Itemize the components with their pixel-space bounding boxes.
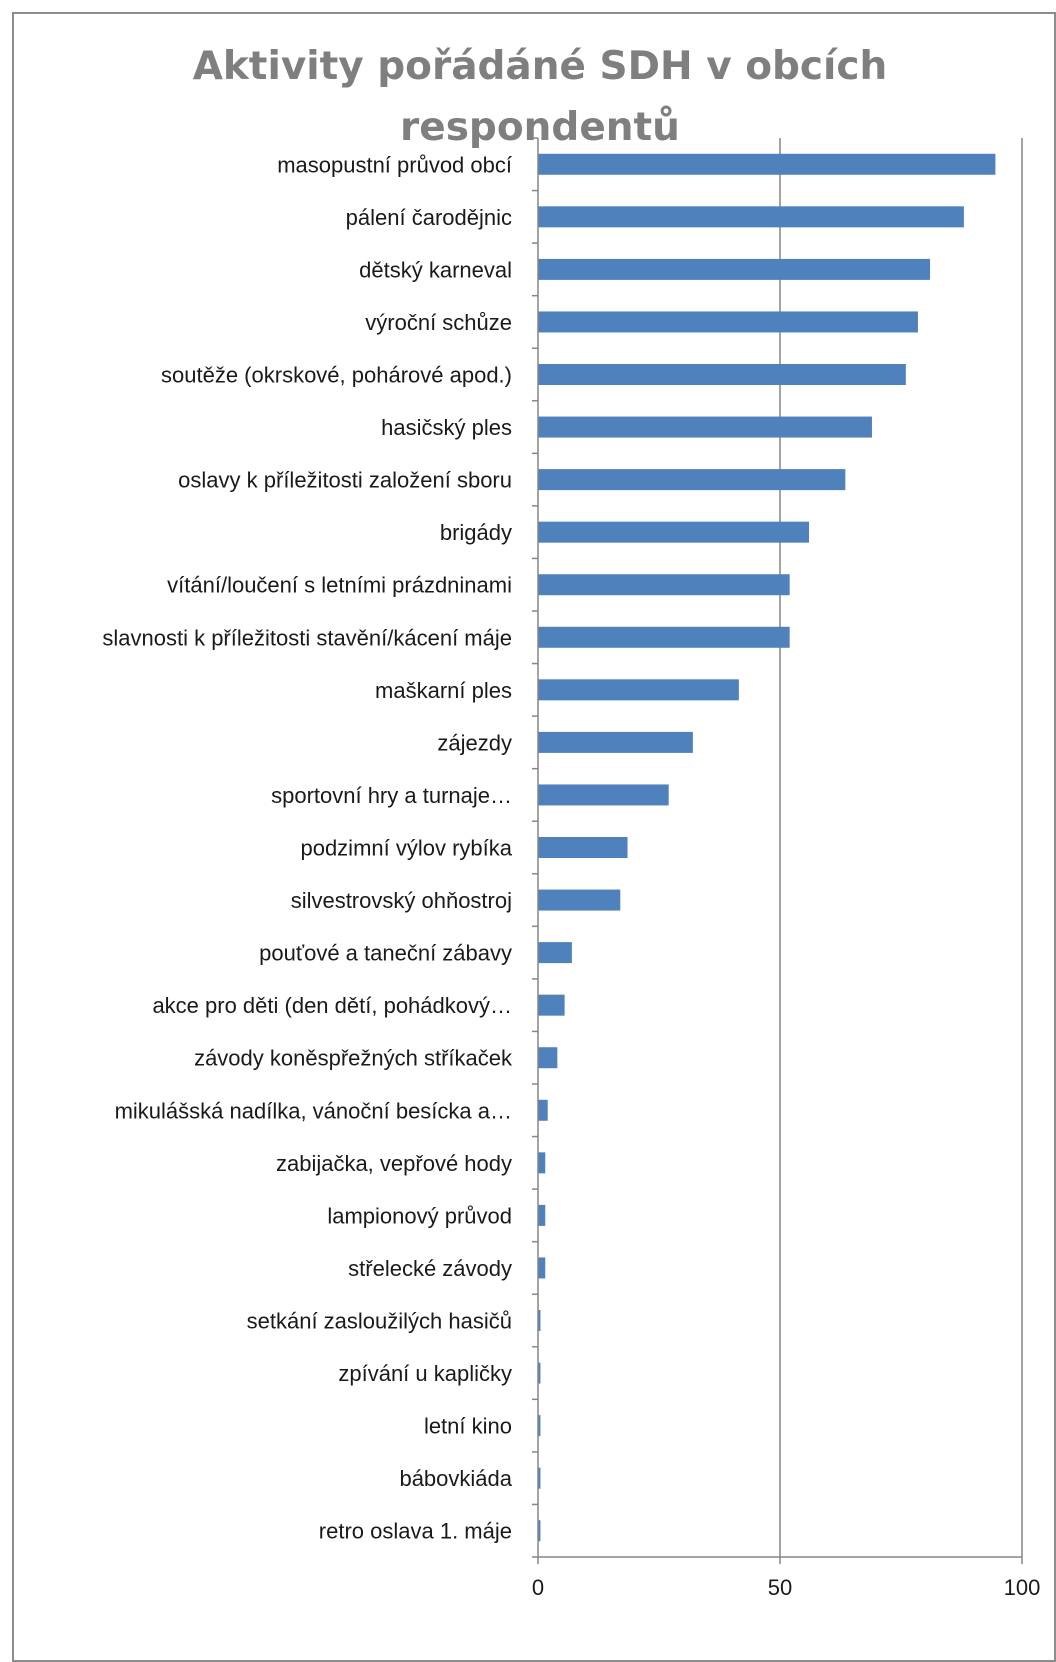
bar-12	[538, 784, 669, 806]
bar-25	[538, 1467, 541, 1489]
category-label-24: letní kino	[424, 1414, 512, 1439]
x-tick-label-50: 50	[768, 1575, 792, 1600]
chart-title: Aktivity pořádáné SDH v obcích responden…	[192, 44, 888, 150]
category-label-21: střelecké závody	[348, 1256, 512, 1281]
category-label-18: mikulášská nadílka, vánoční besícka a…	[115, 1098, 512, 1123]
bar-8	[538, 574, 790, 596]
category-label-19: zabijačka, vepřové hody	[276, 1151, 512, 1176]
bar-5	[538, 416, 872, 438]
category-label-6: oslavy k příležitosti založení sboru	[178, 468, 512, 493]
category-label-3: výroční schůze	[365, 310, 512, 335]
bar-17	[538, 1047, 558, 1069]
bar-24	[538, 1415, 541, 1437]
bar-14	[538, 889, 621, 911]
category-label-8: vítání/loučení s letními prázdninami	[167, 573, 512, 598]
category-label-25: bábovkiáda	[399, 1466, 512, 1491]
category-label-5: hasičský ples	[381, 415, 512, 440]
category-label-23: zpívání u kapličky	[338, 1361, 512, 1386]
bar-9	[538, 626, 790, 648]
category-label-12: sportovní hry a turnaje…	[271, 783, 512, 808]
chart-frame	[12, 12, 1056, 1662]
category-label-11: zájezdy	[437, 730, 512, 755]
bar-0	[538, 153, 996, 175]
bar-20	[538, 1204, 546, 1226]
category-label-0: masopustní průvod obcí	[277, 152, 512, 177]
category-label-1: pálení čarodějnic	[346, 205, 512, 230]
bar-23	[538, 1362, 541, 1384]
category-label-4: soutěže (okrskové, pohárové apod.)	[161, 363, 512, 388]
bar-6	[538, 469, 846, 491]
bar-2	[538, 258, 931, 280]
bar-1	[538, 206, 964, 228]
category-label-22: setkání zasloužilých hasičů	[247, 1309, 512, 1334]
x-tick-label-100: 100	[1004, 1575, 1041, 1600]
bar-15	[538, 942, 572, 964]
bar-21	[538, 1257, 546, 1279]
category-label-17: závody koněspřežných stříkaček	[194, 1046, 513, 1071]
bar-3	[538, 311, 918, 333]
bar-11	[538, 731, 693, 753]
bar-10	[538, 679, 739, 701]
category-label-26: retro oslava 1. máje	[319, 1519, 512, 1544]
bar-13	[538, 837, 628, 858]
bar-18	[538, 1099, 548, 1121]
category-label-2: dětský karneval	[359, 257, 512, 282]
category-label-9: slavnosti k příležitosti stavění/kácení …	[102, 625, 512, 650]
bar-16	[538, 994, 565, 1016]
category-label-15: pouťové a taneční zábavy	[259, 941, 512, 966]
x-tick-label-0: 0	[532, 1575, 544, 1600]
category-label-7: brigády	[440, 520, 512, 545]
bar-19	[538, 1152, 546, 1174]
category-label-10: maškarní ples	[375, 678, 512, 703]
category-label-20: lampionový průvod	[327, 1203, 512, 1228]
bar-26	[538, 1520, 541, 1542]
bar-4	[538, 364, 906, 385]
category-label-16: akce pro děti (den dětí, pohádkový…	[152, 993, 512, 1018]
bar-7	[538, 521, 810, 543]
bar-22	[538, 1310, 541, 1331]
category-label-14: silvestrovský ohňostroj	[291, 888, 512, 913]
category-label-13: podzimní výlov rybíka	[300, 836, 512, 861]
